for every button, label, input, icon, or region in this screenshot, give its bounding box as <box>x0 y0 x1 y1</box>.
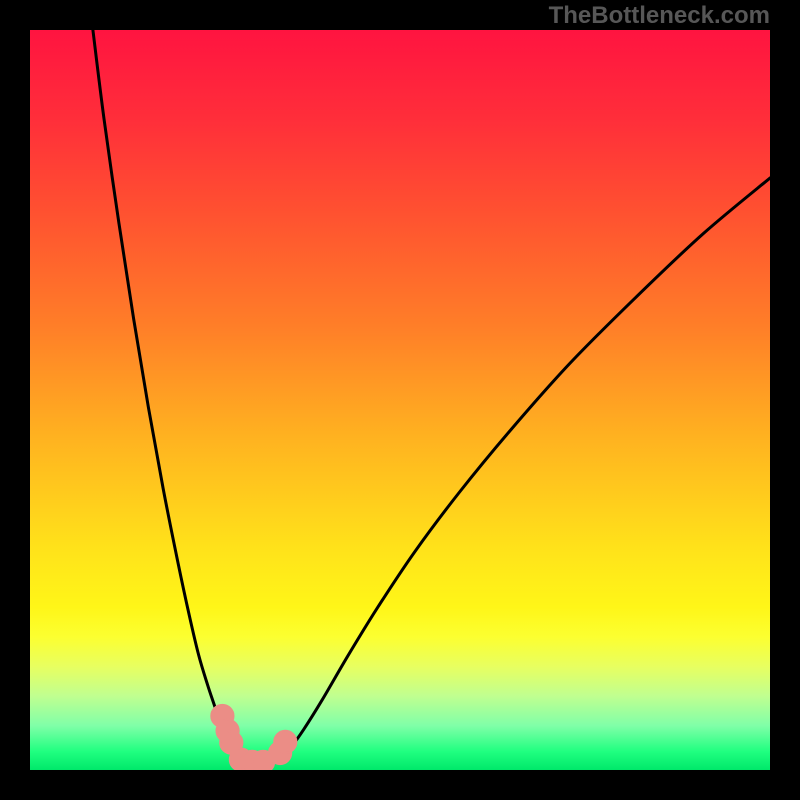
data-marker <box>274 731 296 753</box>
chart-frame: TheBottleneck.com <box>0 0 800 800</box>
watermark-text: TheBottleneck.com <box>549 2 770 30</box>
plot-area <box>30 30 770 770</box>
data-markers-layer <box>30 30 770 770</box>
